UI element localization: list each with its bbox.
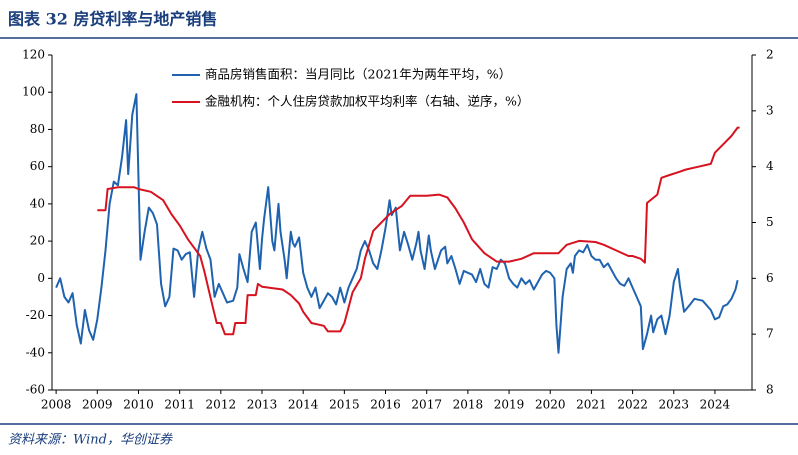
y2-tick-label: 6	[766, 271, 774, 285]
series-line	[55, 93, 739, 354]
legend-label: 金融机构：个人住房贷款加权平均利率（右轴、逆序，%）	[205, 94, 529, 109]
y2-tick-label: 3	[766, 103, 774, 117]
legend-label: 商品房销售面积：当月同比（2021年为两年平均，%）	[205, 67, 511, 82]
x-tick-label: 2012	[206, 398, 237, 412]
x-tick-label: 2022	[617, 398, 648, 412]
y-tick-label: 20	[30, 234, 45, 248]
x-tick-label: 2023	[658, 398, 689, 412]
x-tick-label: 2017	[411, 398, 442, 412]
x-tick-label: 2024	[700, 398, 731, 412]
x-tick-label: 2010	[123, 398, 154, 412]
x-tick-label: 2018	[453, 398, 484, 412]
y2-tick-label: 5	[766, 215, 774, 229]
x-tick-label: 2014	[288, 398, 319, 412]
x-tick-label: 2019	[494, 398, 525, 412]
y-tick-label: 120	[22, 48, 45, 62]
y-tick-label: 80	[30, 122, 45, 136]
series-line	[97, 126, 740, 336]
y-tick-label: -40	[26, 345, 45, 359]
y-tick-label: 60	[30, 159, 45, 173]
x-tick-label: 2009	[82, 398, 113, 412]
x-tick-label: 2015	[329, 398, 360, 412]
chart-title: 图表 32 房贷利率与地产销售	[8, 10, 217, 29]
y-tick-label: 40	[30, 196, 45, 210]
y-tick-label: 0	[37, 271, 45, 285]
y-tick-label: 100	[22, 85, 45, 99]
x-tick-label: 2021	[576, 398, 607, 412]
x-tick-label: 2013	[247, 398, 278, 412]
y2-tick-label: 4	[766, 159, 774, 173]
x-tick-label: 2020	[535, 398, 566, 412]
x-tick-label: 2016	[370, 398, 401, 412]
y-tick-label: -20	[26, 308, 45, 322]
y2-tick-label: 7	[766, 327, 774, 341]
y2-tick-label: 2	[766, 48, 774, 62]
y2-tick-label: 8	[766, 383, 774, 397]
x-tick-label: 2011	[164, 398, 195, 412]
source: 资料来源：Wind，华创证券	[8, 433, 173, 448]
y-tick-label: -60	[26, 383, 45, 397]
x-tick-label: 2008	[41, 398, 72, 412]
